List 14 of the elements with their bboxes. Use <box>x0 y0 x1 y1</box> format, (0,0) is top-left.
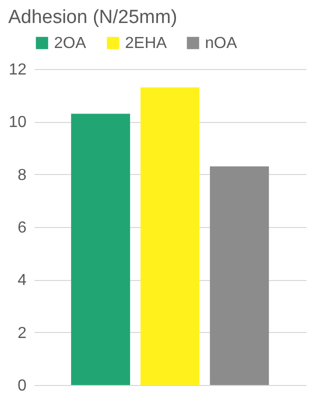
y-tick-label: 6 <box>18 220 27 236</box>
y-tick-label: 4 <box>18 272 27 290</box>
bar <box>210 166 269 385</box>
y-tick-label: 0 <box>18 378 27 394</box>
y-tick-label: 2 <box>18 324 27 342</box>
legend-label: 2EHA <box>125 35 168 52</box>
legend-label: 2OA <box>54 35 86 52</box>
legend-label: nOA <box>205 35 238 52</box>
y-tick-label: 8 <box>18 166 27 184</box>
bar <box>71 114 130 385</box>
bar <box>140 87 200 385</box>
chart-title: Adhesion (N/25mm) <box>8 7 178 28</box>
y-tick-label: 10 <box>8 114 27 132</box>
y-tick-label: 12 <box>8 62 27 78</box>
